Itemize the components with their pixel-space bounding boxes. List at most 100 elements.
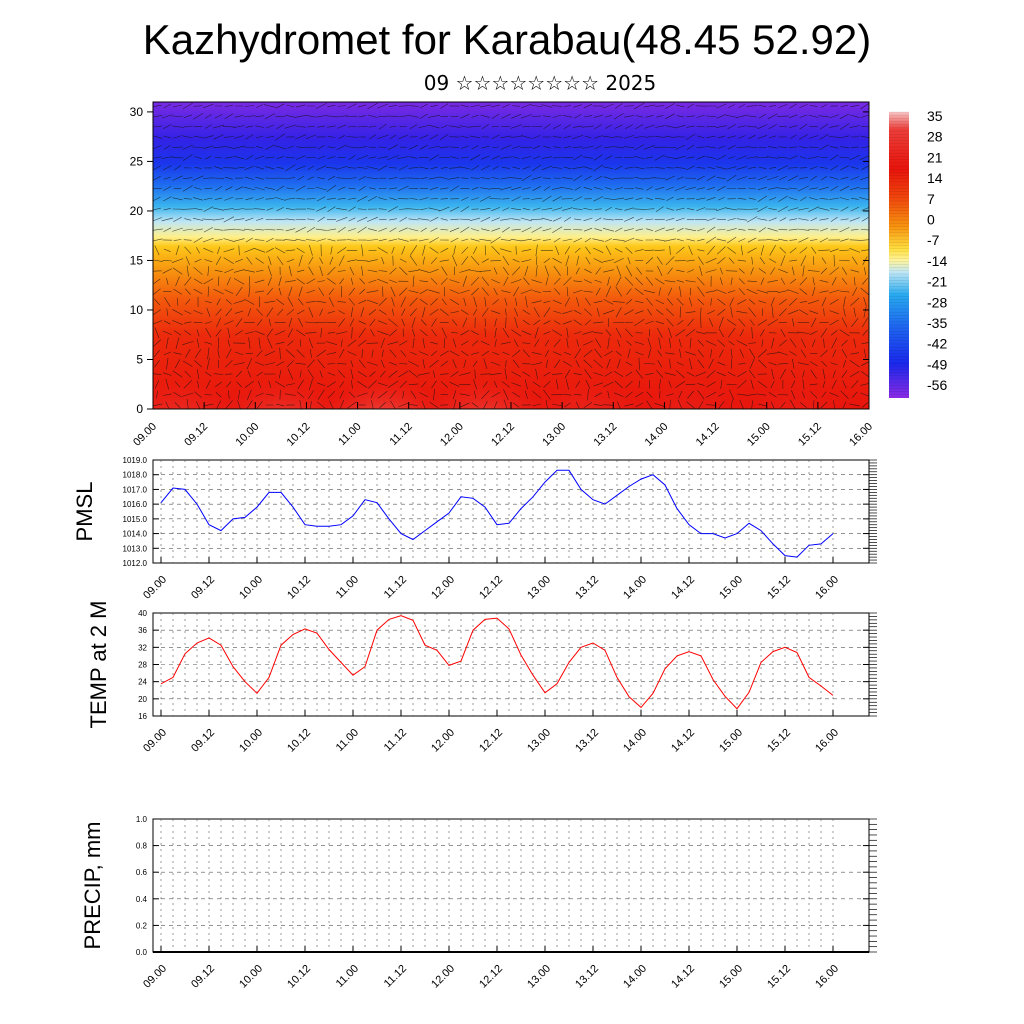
x-tick-label: 09.00: [131, 421, 159, 449]
x-tick-label: 13.00: [525, 963, 553, 991]
heat-maximum: [153, 339, 241, 409]
x-tick-label: 10.12: [285, 963, 313, 991]
heat-maximum: [218, 339, 343, 409]
x-tick-label: 14.00: [621, 963, 649, 991]
x-tick-label: 10.12: [285, 421, 313, 449]
x-tick-label: 09.12: [189, 727, 217, 755]
colorbar-label: -42: [927, 336, 947, 352]
y-tick-label: 36: [138, 626, 147, 635]
x-tick-label: 15.00: [717, 963, 745, 991]
wind-vectors: [153, 102, 869, 409]
x-tick-label: 11.12: [382, 727, 409, 754]
x-tick-label: 15.12: [765, 963, 793, 991]
x-tick-label: 11.12: [382, 574, 409, 601]
x-tick-label: 14.00: [621, 574, 649, 602]
y-tick-label: 1015.0: [123, 515, 148, 524]
colorbar-label: -28: [927, 294, 947, 310]
y-tick-label: 1016.0: [123, 500, 148, 509]
x-tick-label: 12.12: [477, 727, 505, 755]
x-tick-label: 10.00: [237, 727, 265, 755]
y-tick-label: 1012.0: [123, 559, 148, 568]
y-tick-label: 1014.0: [123, 530, 148, 539]
cross-section-panel: 0 5 10 15 20 25 30 09.00 09.12 10.00 10.12 11.00 11…: [130, 101, 875, 449]
y-axis-label: PRECIP, mm: [80, 822, 105, 950]
y-tick-label: 20: [130, 204, 144, 218]
y-tick-label: 40: [138, 609, 147, 618]
y-tick-label: 20: [138, 695, 147, 704]
colorbar-label: -21: [927, 274, 947, 290]
y-tick-label: 25: [130, 154, 144, 168]
colorbar-bands: [889, 111, 909, 395]
x-tick-label: 16.00: [813, 963, 841, 991]
y-tick-label: 0.0: [136, 948, 148, 957]
x-tick-label: 15.00: [717, 574, 745, 602]
colorbar-label: 21: [927, 149, 943, 165]
x-tick-label: 09.00: [141, 963, 169, 991]
y-tick-label: 15: [130, 253, 144, 267]
page-title: Kazhydromet for Karabau(48.45 52.92): [142, 16, 872, 63]
plot-frame: [152, 818, 870, 953]
colorbar-label: -35: [927, 315, 947, 331]
wind-vector-field: [153, 102, 869, 409]
x-tick-label: 12.00: [438, 421, 466, 449]
colorbar-label: 14: [927, 170, 943, 186]
colorbar-label: -56: [927, 377, 947, 393]
y-tick-label: 16: [138, 712, 147, 721]
y-tick-label: 0: [136, 402, 143, 416]
series-line: [160, 469, 834, 558]
x-tick-label: 14.12: [669, 727, 697, 755]
y-tick-label: 24: [138, 678, 147, 687]
colorbar: 35 28 21 14 7 0 -7 -14 -21 -28 -35 -42 -49 -56: [889, 108, 947, 398]
x-tick-label: 09.12: [189, 574, 217, 602]
y-tick-label: 0.2: [136, 921, 148, 930]
x-tick-label: 10.12: [285, 574, 313, 602]
y-tick-label: 10: [130, 303, 144, 317]
x-tick-label: 12.00: [429, 727, 457, 755]
temp-panel: 16 20 24 28 32 36 40 09.00 09.12 10.00 10.12 11.00 1…: [86, 601, 877, 755]
y-tick-label: 30: [130, 105, 144, 119]
colorbar-label: -14: [927, 253, 947, 269]
pmsl-panel: 1012.0 1013.0 1014.0 1015.0 1016.0 1017.0 1018…: [72, 456, 877, 602]
x-tick-label: 10.00: [237, 963, 265, 991]
x-tick-label: 16.00: [813, 574, 841, 602]
x-tick-label: 10.12: [285, 727, 313, 755]
y-tick-label: 1017.0: [123, 485, 148, 494]
x-tick-label: 09.00: [141, 574, 169, 602]
colorbar-labels: 35 28 21 14 7 0 -7 -14 -21 -28 -35 -42 -49 -56: [927, 108, 947, 393]
x-tick-label: 16.00: [847, 421, 875, 449]
x-tick-label: 13.00: [525, 727, 553, 755]
x-tick-label: 15.12: [765, 574, 793, 602]
cross-section-y-axis: 0 5 10 15 20 25 30: [130, 105, 869, 416]
x-tick-label: 14.12: [669, 574, 697, 602]
x-tick-label: 13.12: [573, 727, 601, 755]
colorbar-label: 7: [927, 191, 935, 207]
colorbar-label: 35: [927, 108, 943, 124]
colorbar-label: -7: [927, 232, 940, 248]
x-tick-label: 12.00: [429, 963, 457, 991]
x-tick-label: 13.12: [591, 421, 619, 449]
x-tick-label: 10.00: [233, 421, 261, 449]
heat-maximum: [730, 339, 855, 409]
x-tick-label: 09.12: [189, 963, 217, 991]
y-axis-label: PMSL: [72, 482, 97, 542]
x-tick-label: 12.00: [429, 574, 457, 602]
heat-maximum: [321, 339, 446, 409]
x-tick-label: 11.12: [382, 963, 409, 990]
x-tick-label: 13.00: [525, 574, 553, 602]
x-tick-label: 12.12: [477, 574, 505, 602]
x-tick-label: 15.12: [765, 727, 793, 755]
x-tick-label: 14.00: [643, 421, 671, 449]
x-tick-label: 09.12: [182, 421, 210, 449]
y-tick-label: 0.4: [136, 895, 148, 904]
colorbar-label: 28: [927, 129, 943, 145]
x-tick-label: 11.12: [387, 421, 414, 448]
colorbar-ramp: [889, 112, 909, 398]
x-tick-label: 15.00: [745, 421, 773, 449]
x-tick-label: 12.12: [477, 963, 505, 991]
x-tick-label: 13.12: [573, 963, 601, 991]
y-tick-label: 5: [136, 352, 143, 366]
x-tick-label: 16.00: [813, 727, 841, 755]
x-tick-label: 15.12: [796, 421, 824, 449]
